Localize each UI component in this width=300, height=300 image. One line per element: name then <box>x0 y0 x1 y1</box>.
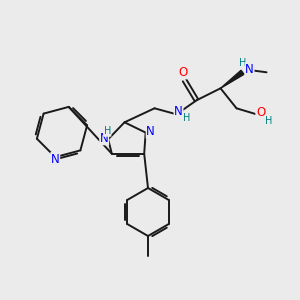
Text: H: H <box>183 113 190 123</box>
Text: N: N <box>51 153 60 166</box>
Text: N: N <box>100 132 109 145</box>
Text: H: H <box>239 58 246 68</box>
Text: N: N <box>174 105 183 118</box>
Text: H: H <box>265 116 272 126</box>
Polygon shape <box>220 70 244 88</box>
Text: O: O <box>256 106 265 119</box>
Text: N: N <box>146 125 155 138</box>
Text: N: N <box>245 63 254 76</box>
Text: O: O <box>178 66 187 79</box>
Text: H: H <box>103 126 111 136</box>
